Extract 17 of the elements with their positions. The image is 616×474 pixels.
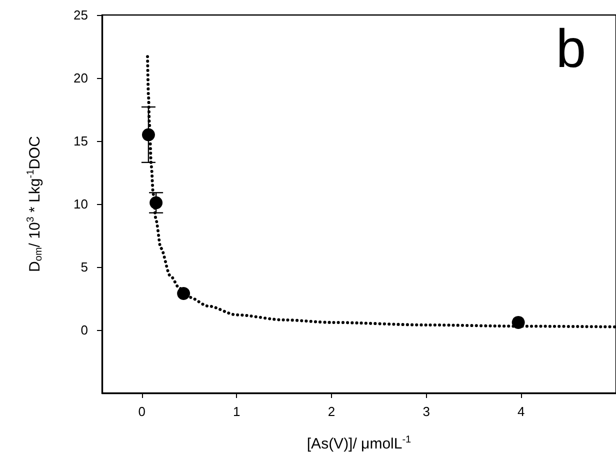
point	[142, 128, 155, 142]
point	[177, 286, 190, 300]
x-tick-label: 2	[328, 404, 336, 419]
y-tick-label: 25	[74, 8, 88, 22]
y-tick-label: 15	[74, 134, 88, 148]
y-tick-label: 5	[80, 260, 88, 274]
x-tick-label: 4	[518, 404, 525, 419]
x-tick-label: 0	[138, 404, 146, 419]
point	[150, 196, 163, 210]
point	[512, 316, 525, 329]
y-axis-title: Dom/ 103 * Lkg-1DOC	[26, 136, 44, 272]
x-tick-label: 3	[422, 404, 430, 419]
y-tick-label: 20	[74, 70, 88, 86]
x-tick-label: 1	[233, 404, 240, 419]
annotation: b	[556, 19, 586, 79]
y-tick-label: 0	[80, 322, 88, 338]
y-tick-label: 10	[74, 196, 88, 212]
